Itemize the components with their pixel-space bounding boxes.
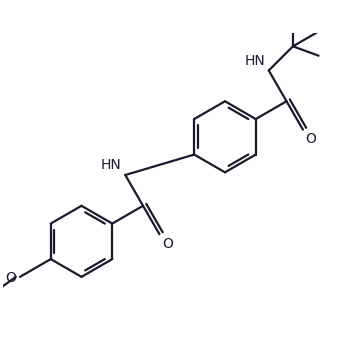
Text: HN: HN	[245, 54, 265, 68]
Text: O: O	[306, 133, 317, 146]
Text: O: O	[162, 237, 173, 251]
Text: HN: HN	[101, 158, 122, 172]
Text: O: O	[6, 271, 17, 285]
